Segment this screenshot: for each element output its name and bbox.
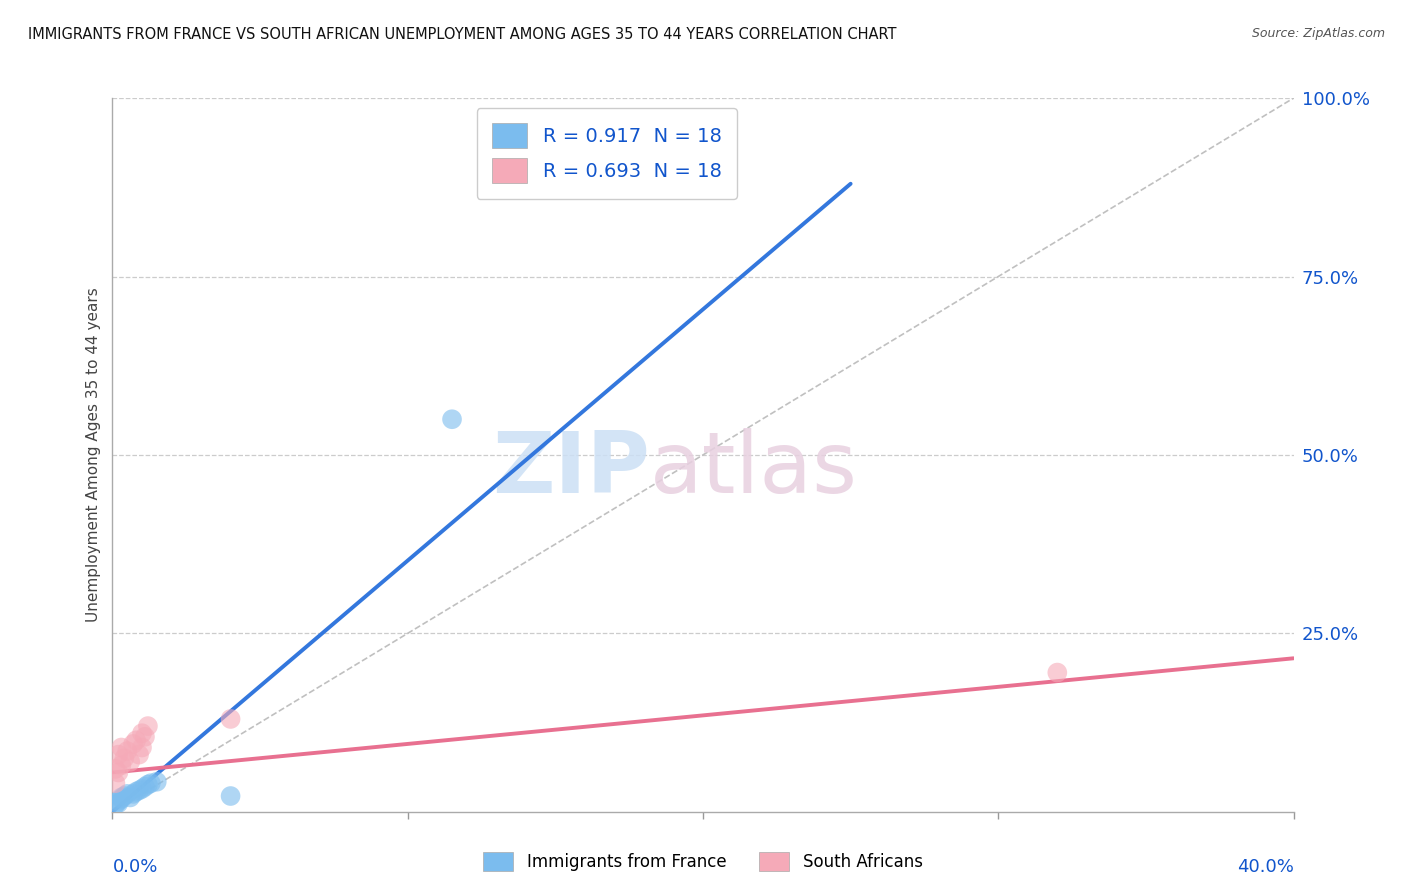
- Point: [122, 737, 145, 751]
- Point: [122, 787, 145, 801]
- Point: [219, 712, 242, 726]
- Point: [128, 783, 150, 797]
- Point: [112, 751, 135, 765]
- Text: atlas: atlas: [650, 427, 858, 511]
- Text: ZIP: ZIP: [492, 427, 650, 511]
- Point: [104, 797, 127, 812]
- Point: [128, 747, 150, 762]
- Legend: Immigrants from France, South Africans: Immigrants from France, South Africans: [475, 843, 931, 880]
- Text: IMMIGRANTS FROM FRANCE VS SOUTH AFRICAN UNEMPLOYMENT AMONG AGES 35 TO 44 YEARS C: IMMIGRANTS FROM FRANCE VS SOUTH AFRICAN …: [28, 27, 897, 42]
- Legend: R = 0.917  N = 18, R = 0.693  N = 18: R = 0.917 N = 18, R = 0.693 N = 18: [477, 108, 737, 199]
- Point: [441, 412, 464, 426]
- Point: [107, 765, 129, 780]
- Point: [120, 790, 142, 805]
- Point: [1046, 665, 1069, 680]
- Point: [107, 747, 129, 762]
- Point: [125, 733, 148, 747]
- Point: [110, 790, 132, 805]
- Text: 40.0%: 40.0%: [1237, 858, 1294, 876]
- Point: [131, 726, 153, 740]
- Point: [110, 758, 132, 772]
- Point: [146, 774, 169, 789]
- Point: [125, 785, 148, 799]
- Point: [134, 730, 156, 744]
- Point: [139, 776, 162, 790]
- Point: [107, 794, 129, 808]
- Point: [136, 778, 159, 792]
- Point: [134, 780, 156, 794]
- Point: [136, 719, 159, 733]
- Point: [117, 787, 138, 801]
- Point: [110, 792, 132, 806]
- Point: [219, 789, 242, 803]
- Text: 0.0%: 0.0%: [112, 858, 157, 876]
- Point: [117, 744, 138, 758]
- Y-axis label: Unemployment Among Ages 35 to 44 years: Unemployment Among Ages 35 to 44 years: [86, 287, 101, 623]
- Point: [131, 740, 153, 755]
- Point: [107, 796, 129, 810]
- Text: Source: ZipAtlas.com: Source: ZipAtlas.com: [1251, 27, 1385, 40]
- Point: [110, 740, 132, 755]
- Point: [120, 755, 142, 769]
- Point: [104, 776, 127, 790]
- Point: [131, 781, 153, 796]
- Point: [104, 762, 127, 776]
- Point: [112, 789, 135, 803]
